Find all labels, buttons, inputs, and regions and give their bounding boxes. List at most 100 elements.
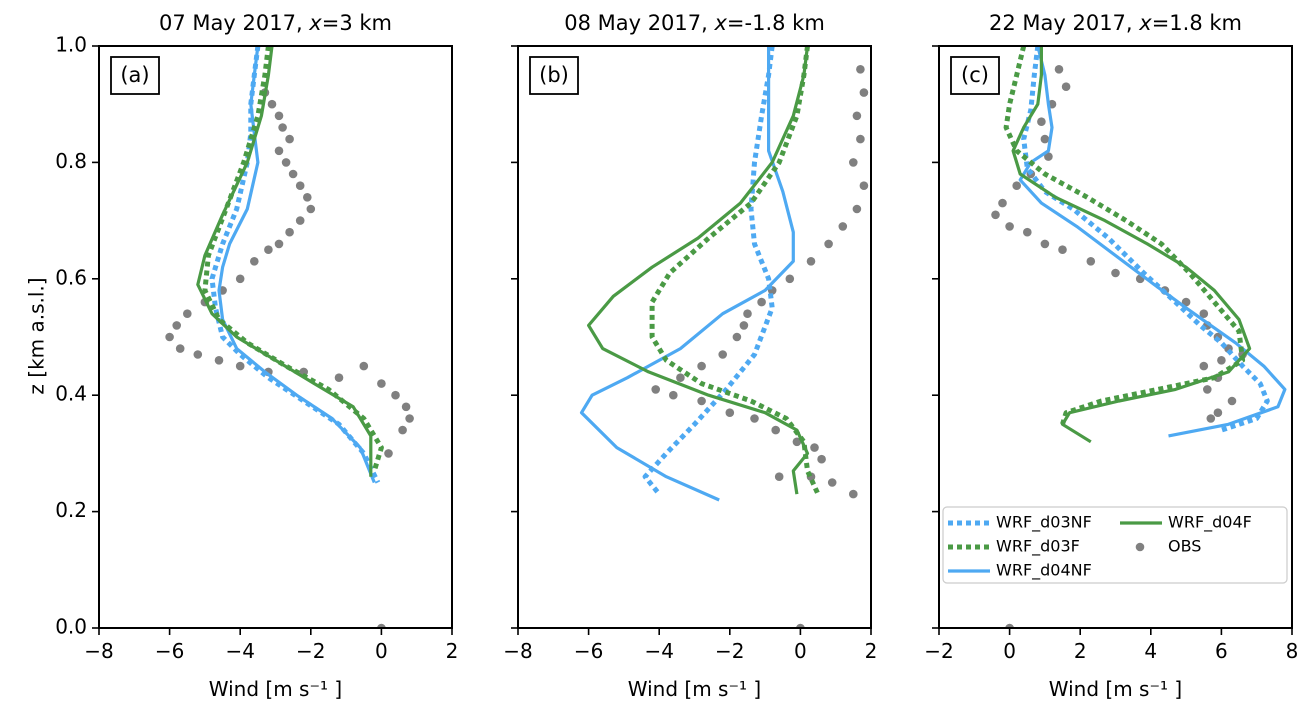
obs-point — [852, 111, 862, 121]
obs-point — [172, 321, 181, 330]
obs-point — [175, 344, 185, 353]
obs-point — [377, 623, 386, 628]
obs-point — [1044, 152, 1053, 161]
x-tick-label: 0 — [375, 639, 388, 663]
obs-point — [697, 361, 706, 371]
obs-point — [792, 437, 802, 447]
legend: WRF_d03NF WRF_d04F WRF_d03F OBS WRF_d04NF — [942, 506, 1288, 584]
obs-point — [303, 193, 312, 202]
obs-point — [281, 158, 291, 167]
obs-point — [267, 99, 277, 109]
obs-point — [1199, 309, 1209, 319]
x-tick-label: −2 — [715, 639, 744, 663]
obs-point — [193, 350, 203, 359]
x-tick-label: −6 — [574, 639, 603, 663]
obs-point — [785, 274, 795, 284]
obs-point — [1005, 222, 1014, 231]
x-tick-label: −2 — [296, 639, 325, 663]
axes-frame — [98, 45, 453, 629]
obs-point — [285, 134, 294, 144]
model-lines — [579, 46, 821, 502]
obs-point — [377, 379, 386, 388]
obs-point — [725, 408, 735, 418]
legend-item-d03F: WRF_d03F — [948, 537, 1080, 557]
series-line-d04F — [586, 46, 810, 495]
obs-point — [1037, 117, 1046, 126]
obs-point — [774, 472, 784, 482]
obs-point — [250, 257, 259, 266]
obs-point — [401, 402, 411, 412]
x-tick-label: −2 — [924, 639, 953, 663]
obs-point — [295, 216, 305, 225]
legend-item-d04F: WRF_d04F — [1120, 513, 1252, 533]
obs-point — [334, 373, 344, 383]
panel-title: 08 May 2017, x=-1.8 km — [564, 11, 825, 35]
obs-point — [1054, 65, 1064, 74]
obs-point — [1040, 134, 1050, 144]
model-lines — [1003, 46, 1287, 444]
obs-point — [810, 443, 819, 452]
obs-point — [849, 158, 858, 167]
obs-point — [299, 367, 309, 377]
x-tick-label: 2 — [865, 639, 878, 663]
panel-tag-label: (b) — [539, 63, 569, 87]
obs-point — [817, 454, 826, 464]
obs-point — [856, 134, 865, 144]
series-line-d03NF — [1021, 46, 1270, 433]
x-tick-label: −8 — [84, 639, 113, 663]
series-line-d03NF — [209, 46, 381, 484]
y-tick-label: 0.4 — [55, 382, 87, 406]
obs-point — [183, 309, 192, 319]
legend-box — [942, 506, 1288, 584]
obs-point — [998, 198, 1007, 208]
obs-point — [750, 414, 759, 423]
obs-point — [1061, 82, 1071, 91]
obs-point — [991, 210, 1000, 220]
panel-tag: (b) — [529, 56, 579, 95]
obs-point — [288, 169, 298, 179]
obs-point — [405, 414, 414, 423]
obs-point — [1213, 408, 1223, 418]
legend-item-d03NF: WRF_d03NF — [948, 513, 1092, 533]
model-lines — [196, 46, 384, 484]
obs-point — [306, 204, 316, 214]
obs-point — [1023, 227, 1032, 237]
panel-tag-label: (a) — [120, 63, 149, 87]
obs-point — [235, 361, 245, 371]
panel-a: −8 −6 −4 −2 0 2 0.0 0.2 0.4 0.6 0.8 1.0 Wind [m s⁻¹ … — [55, 11, 458, 701]
x-tick-label: 4 — [1144, 639, 1157, 663]
obs-point — [697, 396, 706, 406]
obs-point — [739, 321, 749, 330]
obs-point — [732, 332, 742, 342]
obs-point — [859, 88, 869, 97]
obs-point — [771, 425, 780, 435]
series-line-d04NF — [579, 46, 795, 502]
obs-point — [859, 181, 869, 190]
x-axis-label: Wind [m s⁻¹ ] — [628, 677, 761, 701]
panel-title: 22 May 2017, x=1.8 km — [989, 11, 1242, 35]
obs-point — [824, 239, 833, 249]
obs-point — [264, 245, 273, 254]
obs-point — [1206, 414, 1216, 423]
legend-marker — [1135, 542, 1145, 552]
obs-point — [676, 373, 685, 383]
panel-tag-label: (c) — [961, 63, 989, 87]
obs-point — [398, 425, 407, 435]
axes-frame — [517, 45, 872, 629]
series-line-d04NF — [1018, 46, 1287, 438]
obs-point — [274, 146, 284, 156]
obs-point — [274, 239, 284, 249]
x-axis-label: Wind [m s⁻¹ ] — [1049, 677, 1182, 701]
y-tick-label: 0.2 — [55, 498, 87, 522]
panel-title: 07 May 2017, x=3 km — [159, 11, 392, 35]
obs-point — [391, 390, 400, 400]
obs-point — [1111, 268, 1120, 278]
x-tick-label: 6 — [1215, 639, 1228, 663]
obs-point — [1005, 623, 1014, 628]
obs-point — [796, 623, 805, 628]
x-tick-label: 2 — [1074, 639, 1087, 663]
series-line-d04F — [1011, 46, 1252, 444]
obs-point — [849, 489, 858, 499]
y-tick-label: 0.0 — [55, 615, 87, 639]
